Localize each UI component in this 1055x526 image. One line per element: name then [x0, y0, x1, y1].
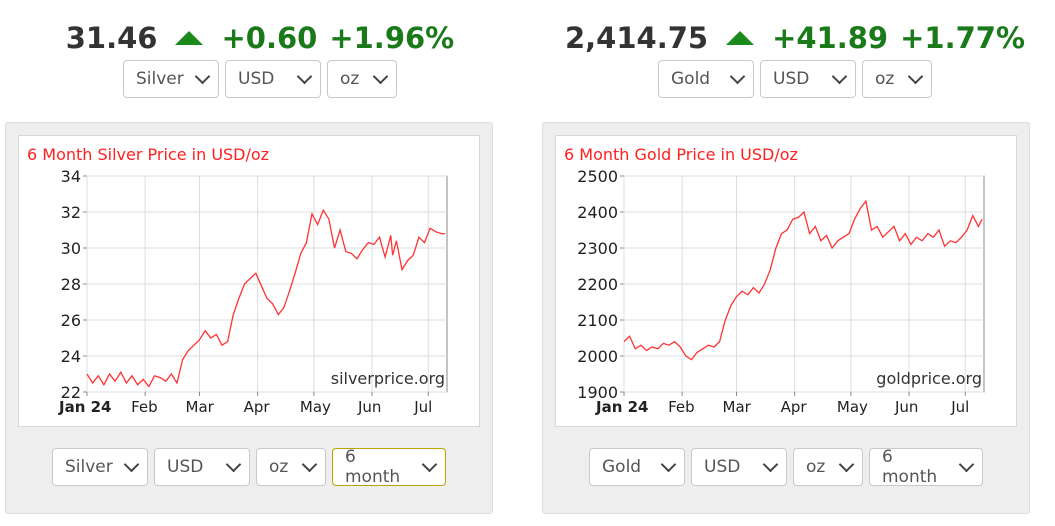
- gold-percent-change: +1.77%: [900, 21, 1026, 55]
- up-arrow-icon: [175, 31, 204, 45]
- x-tick-label: Apr: [244, 398, 271, 416]
- y-tick-label: 32: [61, 203, 81, 222]
- chevron-down-icon: [225, 456, 242, 473]
- silver-quote: 31.46 +0.60 +1.96%: [0, 18, 520, 58]
- silver-chart-card: 6 Month Silver Price in USD/oz 22 24 26 28 30…: [5, 122, 493, 514]
- y-tick-label: 30: [61, 239, 81, 258]
- y-tick-label: 26: [61, 311, 81, 330]
- silver-chart-svg: 6 Month Silver Price in USD/oz 22 24 26 28 30…: [27, 145, 448, 416]
- x-tick-label: Jul: [950, 398, 969, 416]
- chevron-down-icon: [831, 68, 848, 85]
- chevron-down-icon: [123, 456, 140, 473]
- currency-select-value: USD: [238, 69, 275, 89]
- silver-bottom-selectors: Silver USD oz 6 month: [6, 447, 492, 487]
- chart-title: 6 Month Gold Price in USD/oz: [564, 145, 798, 164]
- y-tick-label: 1900: [577, 383, 618, 402]
- unit-select[interactable]: oz: [256, 448, 326, 486]
- chevron-down-icon: [421, 456, 438, 473]
- metal-select-value: Silver: [65, 457, 113, 477]
- gold-chart-svg: 6 Month Gold Price in USD/oz 1900 2000 2100…: [564, 145, 985, 416]
- unit-select-value: oz: [269, 457, 289, 477]
- chevron-down-icon: [729, 68, 746, 85]
- y-tick-label: 2500: [577, 167, 618, 186]
- chart-watermark: silverprice.org: [331, 369, 445, 388]
- metal-select[interactable]: Gold: [589, 448, 685, 486]
- gold-bottom-selectors: Gold USD oz 6 month: [543, 447, 1029, 487]
- gold-chart: 6 Month Gold Price in USD/oz 1900 2000 2100…: [555, 135, 1017, 427]
- chevron-down-icon: [194, 68, 211, 85]
- currency-select[interactable]: USD: [760, 60, 856, 98]
- silver-chart: 6 Month Silver Price in USD/oz 22 24 26 28 30…: [18, 135, 480, 427]
- y-tick-label: 2100: [577, 311, 618, 330]
- x-tick-label: Jan 24: [58, 398, 111, 416]
- unit-select[interactable]: oz: [862, 60, 932, 98]
- currency-select-value: USD: [773, 69, 810, 89]
- gold-top-selectors: Gold USD oz: [535, 60, 1055, 98]
- period-select-value: 6 month: [345, 447, 401, 487]
- x-tick-label: May: [837, 398, 868, 416]
- currency-select-value: USD: [704, 457, 741, 477]
- silver-panel: 31.46 +0.60 +1.96% Silver USD oz 6 Month…: [0, 0, 520, 526]
- x-tick-label: Jan 24: [595, 398, 648, 416]
- silver-price: 31.46: [65, 21, 158, 55]
- y-tick-label: 2400: [577, 203, 618, 222]
- period-select-value: 6 month: [882, 447, 938, 487]
- gold-panel: 2,414.75 +41.89 +1.77% Gold USD oz 6 Mon…: [535, 0, 1055, 526]
- unit-select-value: oz: [875, 69, 895, 89]
- metal-select[interactable]: Silver: [123, 60, 219, 98]
- period-select[interactable]: 6 month: [869, 447, 983, 487]
- chevron-down-icon: [907, 68, 924, 85]
- chevron-down-icon: [296, 68, 313, 85]
- chevron-down-icon: [372, 68, 389, 85]
- metal-select[interactable]: Silver: [52, 448, 148, 486]
- unit-select-value: oz: [806, 457, 826, 477]
- x-tick-label: Jun: [357, 398, 381, 416]
- chevron-down-icon: [660, 456, 677, 473]
- y-tick-label: 22: [61, 383, 81, 402]
- x-tick-label: Feb: [668, 398, 695, 416]
- price-series-line: [623, 199, 983, 361]
- metal-select[interactable]: Gold: [658, 60, 754, 98]
- unit-select-value: oz: [340, 69, 360, 89]
- period-select[interactable]: 6 month: [332, 447, 446, 487]
- y-tick-label: 28: [61, 275, 81, 294]
- silver-top-selectors: Silver USD oz: [0, 60, 520, 98]
- chevron-down-icon: [838, 456, 855, 473]
- chart-watermark: goldprice.org: [876, 369, 982, 388]
- currency-select-value: USD: [167, 457, 204, 477]
- y-tick-label: 2200: [577, 275, 618, 294]
- chevron-down-icon: [762, 456, 779, 473]
- price-series-line: [86, 208, 446, 388]
- unit-select[interactable]: oz: [793, 448, 863, 486]
- y-tick-label: 24: [61, 347, 81, 366]
- metal-select-value: Gold: [602, 457, 642, 477]
- metal-select-value: Silver: [136, 69, 184, 89]
- currency-select[interactable]: USD: [154, 448, 250, 486]
- up-arrow-icon: [726, 31, 755, 45]
- currency-select[interactable]: USD: [225, 60, 321, 98]
- x-tick-label: Mar: [186, 398, 215, 416]
- y-tick-label: 2000: [577, 347, 618, 366]
- x-tick-label: May: [300, 398, 331, 416]
- x-tick-label: Jun: [894, 398, 918, 416]
- chart-title: 6 Month Silver Price in USD/oz: [27, 145, 269, 164]
- currency-select[interactable]: USD: [691, 448, 787, 486]
- gold-quote: 2,414.75 +41.89 +1.77%: [535, 18, 1055, 58]
- y-tick-label: 2300: [577, 239, 618, 258]
- x-tick-label: Feb: [131, 398, 158, 416]
- y-tick-label: 34: [61, 167, 81, 186]
- silver-change: +0.60: [221, 21, 318, 55]
- gold-change: +41.89: [772, 21, 889, 55]
- chevron-down-icon: [958, 456, 975, 473]
- gold-price: 2,414.75: [564, 21, 709, 55]
- metal-select-value: Gold: [671, 69, 711, 89]
- chevron-down-icon: [301, 456, 318, 473]
- x-tick-label: Mar: [723, 398, 752, 416]
- x-tick-label: Jul: [413, 398, 432, 416]
- unit-select[interactable]: oz: [327, 60, 397, 98]
- x-tick-label: Apr: [781, 398, 808, 416]
- silver-percent-change: +1.96%: [329, 21, 455, 55]
- gold-chart-card: 6 Month Gold Price in USD/oz 1900 2000 2100…: [542, 122, 1030, 514]
